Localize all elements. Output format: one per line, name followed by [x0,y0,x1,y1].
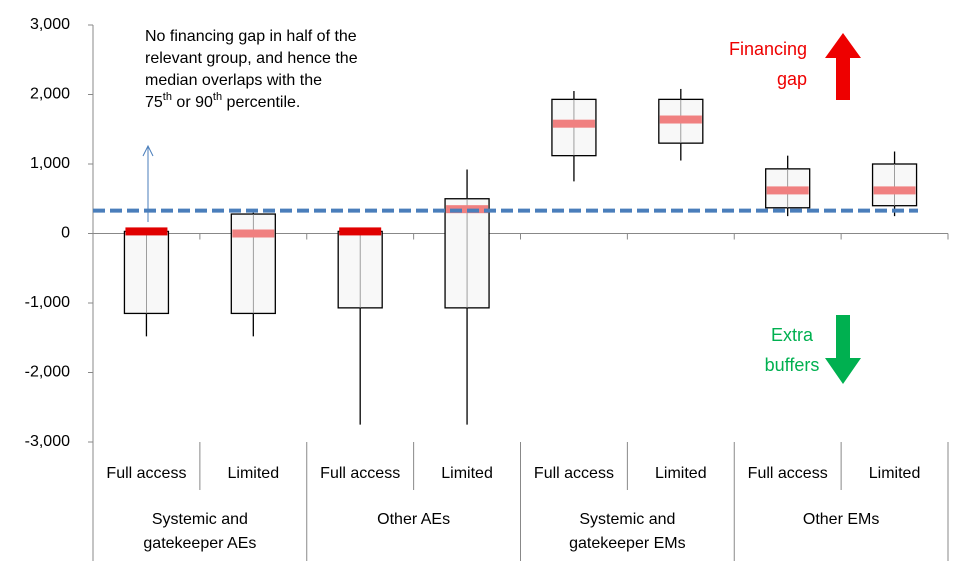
median [339,227,382,236]
median [125,227,168,236]
x-tick-label: Limited [441,465,493,482]
x-tick-label: Limited [228,465,280,482]
median [232,229,275,238]
y-tick-label: 2,000 [30,86,70,103]
annotation-text-part: th [163,91,172,103]
annotation-text: No financing gap in half of the [145,28,357,45]
annotation-text: median overlaps with the [145,72,322,89]
annotation-text: relevant group, and hence the [145,50,358,67]
y-tick-label: -2,000 [25,364,70,381]
annotation-text-part: percentile. [222,94,300,111]
group-label: Systemic and [152,511,248,528]
median [659,115,702,124]
annotation-text-part: th [213,91,222,103]
gap-arrow [825,33,861,100]
median [552,119,595,128]
annotation-text-part: or 90 [172,94,213,111]
group-label: Other AEs [377,511,450,528]
x-tick-label: Full access [320,465,400,482]
group-label: gatekeeper AEs [143,535,256,552]
gap-label: gap [777,69,807,89]
x-tick-label: Full access [534,465,614,482]
y-tick-label: -3,000 [25,433,70,450]
y-tick-label: 1,000 [30,155,70,172]
buffer-arrow [825,315,861,384]
group-label: Other EMs [803,511,879,528]
group-label: Systemic and [579,511,675,528]
y-tick-label: 3,000 [30,16,70,33]
x-tick-label: Full access [106,465,186,482]
annotation-arrowhead [142,144,154,157]
median [873,186,916,195]
buffer-label: Extra [771,325,814,345]
y-tick-label: -1,000 [25,294,70,311]
median [766,186,809,195]
x-tick-label: Limited [655,465,707,482]
annotation-text-part: 75 [145,94,163,111]
y-tick-label: 0 [61,225,70,242]
annotation-text: 75th or 90th percentile. [145,91,300,111]
buffer-label: buffers [765,355,820,375]
x-tick-label: Full access [748,465,828,482]
group-label: gatekeeper EMs [569,535,686,552]
x-tick-label: Limited [869,465,921,482]
gap-label: Financing [729,39,807,59]
